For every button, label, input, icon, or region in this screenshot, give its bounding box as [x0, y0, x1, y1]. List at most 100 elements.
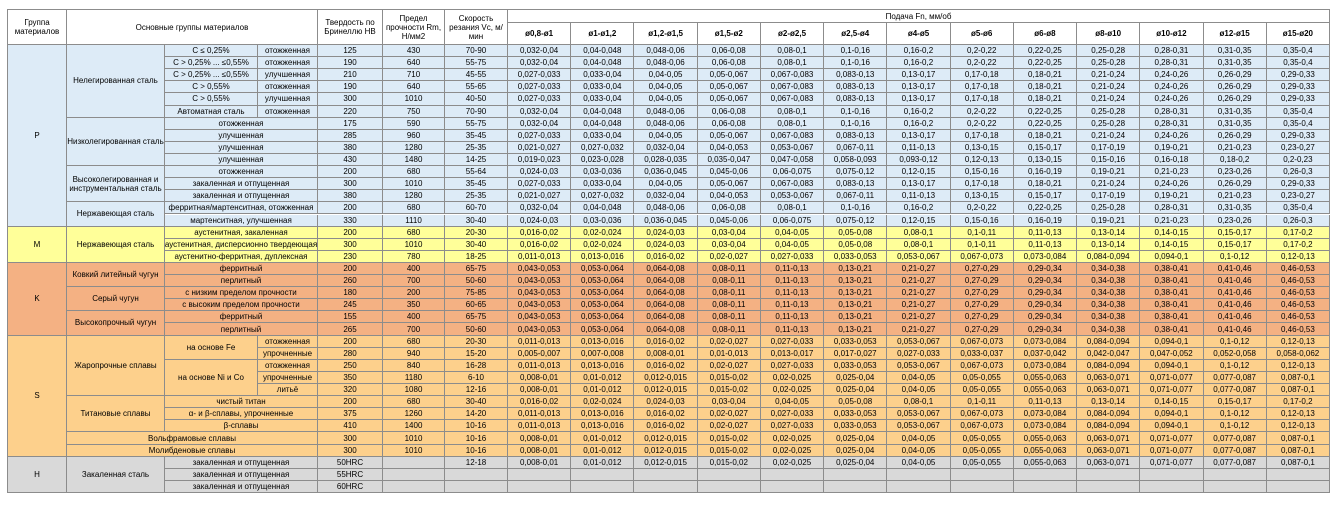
- hb-value: 200: [318, 226, 383, 239]
- feed-value: 0,08-0,1: [760, 45, 825, 58]
- feed-value: 0,25-0,28: [1077, 105, 1141, 118]
- feed-value: 0,075-0,12: [824, 214, 888, 227]
- vc-value: 75-85: [445, 287, 508, 300]
- feed-value: 0,005-0,007: [508, 347, 572, 360]
- feed-value: 0,027-0,033: [508, 129, 572, 142]
- hb-value: 175: [318, 117, 383, 130]
- header-cell: Скорость резания Vc, м/мин: [445, 10, 508, 45]
- feed-value: 0,46-0,53: [1266, 323, 1330, 336]
- feed-value: 0,048-0,06: [634, 45, 698, 58]
- feed-value: 0,04-0,05: [887, 371, 951, 384]
- feed-value: 0,084-0,094: [1077, 408, 1141, 421]
- feed-value: 0,13-0,17: [887, 93, 951, 106]
- feed-value: 0,31-0,35: [1203, 57, 1267, 70]
- feed-value: 0,1-0,11: [950, 226, 1014, 239]
- treatment: перлитный: [165, 275, 318, 288]
- feed-value: 0,067-0,083: [760, 81, 825, 94]
- feed-value: 0,34-0,38: [1077, 323, 1141, 336]
- feed-value: 0,13-0,21: [824, 323, 888, 336]
- feed-value: 0,13-0,14: [1077, 396, 1141, 409]
- feed-value: 0,027-0,033: [508, 178, 572, 191]
- feed-value: 0,05-0,067: [697, 93, 761, 106]
- header-cell: Группа материалов: [8, 10, 67, 45]
- feed-value: 0,025-0,04: [824, 432, 888, 445]
- feed-value: 0,34-0,38: [1077, 311, 1141, 324]
- feed-value: 0,077-0,087: [1203, 384, 1267, 397]
- feed-value: 0,17-0,18: [950, 178, 1014, 191]
- feed-value: [1266, 480, 1330, 493]
- feed-value: 0,084-0,094: [1077, 335, 1141, 348]
- feed-value: 0,17-0,19: [1077, 190, 1141, 203]
- feed-value: 0,045-0,06: [697, 166, 761, 179]
- feed-value: 0,043-0,053: [508, 275, 572, 288]
- feed-value: 0,05-0,067: [697, 81, 761, 94]
- feed-value: 0,12-0,15: [887, 214, 951, 227]
- feed-value: 0,12-0,13: [1266, 359, 1330, 372]
- material-name: Нелегированная сталь: [67, 45, 165, 118]
- feed-value: 0,12-0,13: [1266, 420, 1330, 433]
- rm-value: 430: [383, 45, 445, 58]
- rm-value: 640: [383, 81, 445, 94]
- feed-value: 0,024-0,03: [634, 396, 698, 409]
- feed-value: 0,11-0,13: [760, 262, 825, 276]
- treatment: улучшенная: [258, 69, 318, 82]
- feed-value: 0,032-0,04: [508, 57, 572, 70]
- vc-value: 10-16: [445, 432, 508, 445]
- feed-value: [571, 468, 635, 481]
- material-name: Нержавеющая сталь: [67, 226, 165, 263]
- feed-value: 0,043-0,053: [508, 287, 572, 300]
- feed-value: 0,008-0,01: [634, 347, 698, 360]
- feed-value: 0,032-0,04: [634, 190, 698, 203]
- feed-value: 0,13-0,21: [824, 299, 888, 312]
- feed-value: 0,16-0,2: [887, 45, 951, 58]
- feed-value: 0,04-0,048: [571, 45, 635, 58]
- feed-value: 0,1-0,12: [1203, 250, 1267, 263]
- feed-value: 0,073-0,084: [1013, 335, 1078, 348]
- feed-value: 0,22-0,25: [1013, 202, 1078, 215]
- feed-value: 0,055-0,063: [1013, 384, 1078, 397]
- feed-value: 0,027-0,033: [508, 81, 572, 94]
- vc-value: 30-40: [445, 396, 508, 409]
- feed-value: 0,29-0,34: [1013, 323, 1078, 336]
- feed-value: 0,22-0,25: [1013, 117, 1078, 130]
- feed-value: 0,03-0,036: [571, 214, 635, 227]
- feed-value: 0,058-0,093: [824, 153, 888, 167]
- feed-value: 0,048-0,06: [634, 117, 698, 130]
- feed-value: 0,17-0,2: [1266, 396, 1330, 409]
- header-cell: Основные группы материалов: [67, 10, 318, 45]
- feed-value: [1203, 468, 1267, 481]
- feed-value: 0,29-0,33: [1266, 81, 1330, 94]
- treatment: ферритный: [165, 311, 318, 324]
- feed-value: 0,083-0,13: [824, 129, 888, 142]
- feed-value: 0,38-0,41: [1140, 287, 1204, 300]
- rm-value: 700: [383, 275, 445, 288]
- treatment: закаленная и отпущенная: [165, 178, 318, 191]
- feed-value: 0,17-0,2: [1266, 226, 1330, 239]
- feed-value: 0,024-0,03: [508, 214, 572, 227]
- material-name: Низколегированная сталь: [67, 117, 165, 167]
- treatment: аустенитная, дисперсионно твердеющая: [165, 238, 318, 251]
- feed-value: 0,063-0,071: [1077, 432, 1141, 445]
- material-name: Серый чугун: [67, 287, 165, 312]
- feed-value: 0,27-0,29: [950, 299, 1014, 312]
- feed-value: 0,011-0,013: [508, 250, 572, 263]
- diameter-header: ø8-ø10: [1077, 23, 1141, 45]
- condition: C > 0,25% ... ≤0,55%: [165, 69, 258, 82]
- treatment: Вольфрамовые сплавы: [67, 432, 318, 445]
- feed-value: 0,08-0,1: [760, 57, 825, 70]
- feed-value: 0,17-0,2: [1266, 238, 1330, 251]
- treatment: закаленная и отпущенная: [165, 480, 318, 493]
- feed-value: 0,41-0,46: [1203, 323, 1267, 336]
- feed-value: 0,12-0,15: [887, 166, 951, 179]
- feed-value: 0,11-0,13: [760, 323, 825, 336]
- vc-value: 50-60: [445, 275, 508, 288]
- feed-value: 0,13-0,17: [887, 178, 951, 191]
- vc-value: [445, 480, 508, 493]
- feed-value: 0,03-0,04: [697, 226, 761, 239]
- feed-value: 0,29-0,34: [1013, 311, 1078, 324]
- feed-value: 0,02-0,025: [760, 432, 825, 445]
- rm-value: 400: [383, 262, 445, 276]
- feed-value: 0,016-0,02: [508, 396, 572, 409]
- feed-value: 0,26-0,29: [1203, 178, 1267, 191]
- feed-value: 0,063-0,071: [1077, 444, 1141, 457]
